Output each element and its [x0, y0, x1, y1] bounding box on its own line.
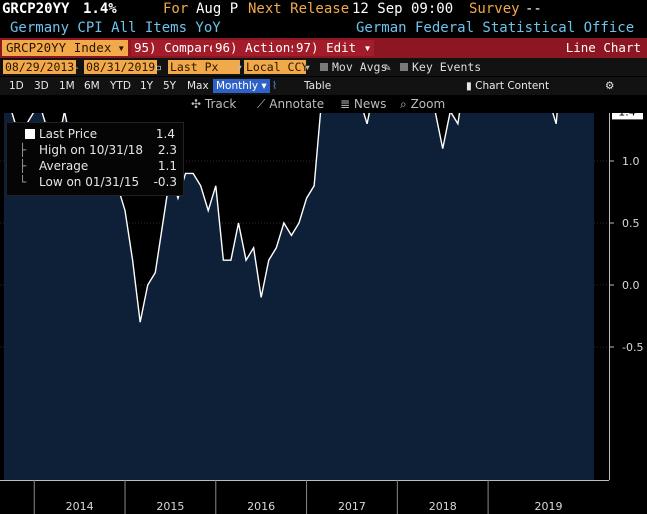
- edit-button[interactable]: 97) Edit ▾: [293, 40, 375, 56]
- key-events-label: Key Events: [412, 60, 482, 74]
- gear-icon[interactable]: ⚙: [605, 80, 615, 92]
- range-1m-button[interactable]: 1M: [59, 80, 75, 92]
- crosshair-icon: ✣: [191, 97, 202, 111]
- series-area: [4, 95, 594, 480]
- y-tick-label: 0.0: [622, 279, 640, 292]
- news-button[interactable]: ≣ News: [340, 97, 386, 111]
- price-field-select[interactable]: Last Px: [168, 60, 240, 74]
- chevron-down-icon: ▾: [363, 40, 372, 55]
- actions-button[interactable]: 96) Actions ▾: [212, 40, 316, 56]
- chart-toolbar: ✣ Track ⟋ Annotate ≣ News ⌕ Zoom: [0, 95, 647, 113]
- range-6m-button[interactable]: 6M: [84, 80, 100, 92]
- legend-low-value: -0.3: [153, 175, 177, 189]
- currency-select[interactable]: Local CCY: [244, 60, 309, 74]
- chart-content-button[interactable]: ▮ Chart Content: [466, 79, 549, 93]
- range-max-button[interactable]: Max: [187, 80, 209, 92]
- key-events-checkbox[interactable]: [400, 63, 408, 71]
- chart-content-label: Chart Content: [475, 80, 550, 92]
- range-1d-button[interactable]: 1D: [9, 80, 24, 92]
- news-label: News: [353, 97, 387, 111]
- legend-high-label: High on 10/31/18: [39, 143, 144, 157]
- zoom-label: Zoom: [410, 97, 446, 111]
- legend-last-price-value: 1.4: [155, 127, 175, 141]
- news-icon: ≣: [340, 97, 351, 111]
- range-1y-button[interactable]: 1Y: [140, 80, 154, 92]
- magnifier-icon: ⌕: [400, 97, 407, 111]
- for-value: Aug P: [196, 1, 239, 17]
- legend-high: ├ High on 10/31/18 2.3: [7, 142, 183, 158]
- next-release-label: Next Release: [248, 1, 350, 17]
- security-header: GRCP20YY 1.4% For Aug P Next Release 12 …: [0, 0, 647, 20]
- compare-label: 95) Compare: [134, 40, 217, 55]
- x-tick-label: 2019: [535, 500, 563, 513]
- start-date-field[interactable]: 08/29/2013: [3, 60, 77, 74]
- track-label: Track: [204, 97, 237, 111]
- annotate-label: Annotate: [269, 97, 325, 111]
- options-bar: 08/29/2013 - 08/31/2019 ▫ Last Px ▾ Loca…: [0, 58, 647, 76]
- table-button[interactable]: Table: [304, 80, 332, 92]
- pencil-icon: ⟋: [257, 97, 266, 111]
- mov-avgs-label: Mov Avgs: [332, 60, 388, 74]
- dropdown-icon: ▾: [117, 40, 125, 55]
- mov-avgs-checkbox[interactable]: [320, 63, 328, 71]
- legend-swatch: [25, 129, 35, 139]
- chevron-down-icon[interactable]: ▾: [304, 60, 311, 74]
- periodicity-label: Monthly: [216, 80, 259, 92]
- chevron-down-icon[interactable]: ▾: [236, 60, 243, 74]
- command-bar: GRCP20YY Index ▾ 95) Compare ▾ 96) Actio…: [0, 38, 647, 58]
- x-tick-label: 2015: [156, 500, 184, 513]
- annotate-button[interactable]: ⟋ Annotate: [257, 97, 324, 111]
- next-release-value: 12 Sep 09:00: [352, 1, 454, 17]
- y-tick-label: -0.5: [622, 341, 643, 354]
- legend-high-value: 2.3: [157, 143, 177, 157]
- bar-chart-icon: ▮: [466, 80, 472, 92]
- survey-value: --: [525, 1, 542, 17]
- range-3d-button[interactable]: 3D: [34, 80, 49, 92]
- legend-last-price[interactable]: Last Price 1.4: [7, 126, 183, 142]
- edit-label: 97) Edit: [296, 40, 357, 55]
- legend-low: └ Low on 01/31/15 -0.3: [7, 174, 183, 190]
- security-field-text: GRCP20YY Index: [6, 40, 112, 55]
- y-tick-label: 1.0: [622, 155, 640, 168]
- series-description: Germany CPI All Items YoY German Federal…: [0, 20, 647, 38]
- legend-average-value: 1.1: [157, 159, 177, 173]
- chevron-down-icon: ▾: [261, 80, 267, 92]
- line-chart[interactable]: -0.50.00.51.01.52.02.51.4201420152016201…: [0, 95, 647, 514]
- survey-label: Survey: [469, 1, 520, 17]
- tree-branch-icon: ├: [19, 159, 27, 173]
- chart-legend: Last Price 1.4 ├ High on 10/31/18 2.3 ├ …: [6, 122, 184, 196]
- compare-button[interactable]: 95) Compare ▾: [131, 40, 235, 56]
- x-tick-label: 2018: [429, 500, 457, 513]
- x-tick-label: 2014: [66, 500, 94, 513]
- range-ytd-button[interactable]: YTD: [110, 80, 131, 92]
- pencil-icon[interactable]: ✎: [384, 60, 391, 74]
- range-5y-button[interactable]: 5Y: [163, 80, 177, 92]
- end-date-field[interactable]: 08/31/2019: [84, 60, 158, 74]
- zoom-button[interactable]: ⌕ Zoom: [400, 97, 445, 111]
- y-tick-label: 0.5: [622, 217, 640, 230]
- range-bar: 1D 3D 1M 6M YTD 1Y 5Y Max Monthly ▾ ⌇ Ta…: [0, 77, 647, 95]
- line-chart-icon[interactable]: ⌇: [272, 80, 278, 92]
- periodicity-select[interactable]: Monthly ▾: [213, 79, 270, 93]
- data-source: German Federal Statistical Office: [356, 20, 635, 36]
- last-value: 1.4%: [83, 1, 117, 17]
- legend-average: ├ Average 1.1: [7, 158, 183, 174]
- x-tick-label: 2016: [247, 500, 275, 513]
- tree-end-icon: └: [19, 175, 27, 189]
- tree-branch-icon: ├: [19, 143, 27, 157]
- chart-type-label: Line Chart: [565, 40, 641, 55]
- for-label: For: [163, 1, 189, 17]
- actions-label: 96) Actions: [215, 40, 298, 55]
- legend-low-label: Low on 01/31/15: [39, 175, 140, 189]
- calendar-icon[interactable]: ▫: [155, 60, 162, 74]
- date-separator: -: [73, 60, 80, 74]
- ticker-symbol: GRCP20YY: [2, 1, 70, 17]
- security-field[interactable]: GRCP20YY Index ▾: [2, 40, 128, 56]
- x-tick-label: 2017: [338, 500, 366, 513]
- legend-last-price-label: Last Price: [39, 127, 98, 141]
- legend-average-label: Average: [39, 159, 89, 173]
- track-button[interactable]: ✣ Track: [191, 97, 236, 111]
- series-title: Germany CPI All Items YoY: [10, 20, 221, 36]
